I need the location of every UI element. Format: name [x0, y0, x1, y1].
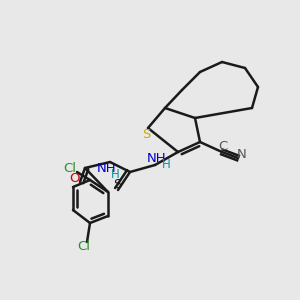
Text: NH: NH [147, 152, 167, 164]
Text: O: O [69, 172, 79, 185]
Text: H: H [162, 158, 170, 170]
Text: N: N [237, 148, 247, 160]
Text: Cl: Cl [64, 161, 76, 175]
Text: NH: NH [97, 163, 117, 176]
Text: S: S [113, 178, 121, 190]
Text: C: C [218, 140, 228, 152]
Text: S: S [142, 128, 150, 142]
Text: H: H [111, 167, 119, 181]
Text: Cl: Cl [77, 241, 91, 254]
